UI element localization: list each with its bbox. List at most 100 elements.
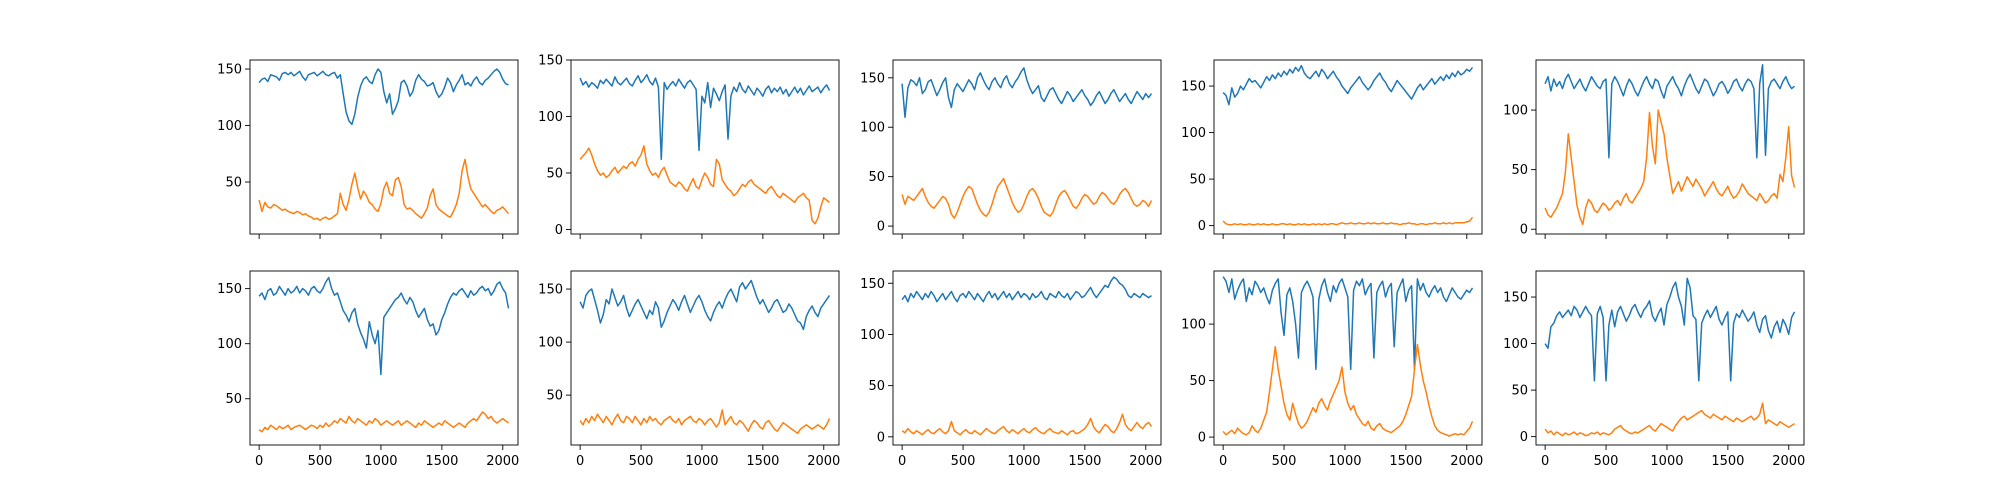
- y-tick-label: 100: [1181, 318, 1206, 333]
- axes-frame: [892, 270, 1162, 446]
- x-tick-label: 0: [898, 454, 906, 469]
- y-tick-label: 150: [538, 54, 563, 69]
- series-line-1: [1222, 64, 1474, 106]
- y-tick-label: 100: [217, 119, 242, 134]
- series-line-1: [258, 276, 510, 376]
- x-tick-label: 1500: [425, 454, 458, 469]
- y-tick-label: 50: [225, 176, 242, 191]
- axes-frame: [1535, 270, 1805, 446]
- y-tick-label: 50: [546, 389, 563, 404]
- subplot-2-3: 0 500 1000 1500 2000 0 50 100 150: [860, 270, 1162, 469]
- x-tick-label: 0: [1541, 454, 1549, 469]
- axes-frame: [892, 59, 1162, 235]
- x-tick-label: 1000: [685, 454, 718, 469]
- x-tick-label: 500: [308, 454, 333, 469]
- y-tick-label: 50: [1189, 173, 1206, 188]
- y-tick-label: 150: [1503, 291, 1528, 306]
- x-tick-label: 2000: [807, 454, 840, 469]
- series-line-1: [579, 73, 831, 161]
- x-tick-label: 2000: [1450, 454, 1483, 469]
- y-tick-label: 100: [860, 121, 885, 136]
- axes-frame: [1213, 270, 1483, 446]
- subplot-2-1: 0 500 1000 1500 2000 50 100 150: [217, 270, 519, 469]
- series-line-1: [1544, 277, 1796, 382]
- y-tick-label: 50: [1511, 384, 1528, 399]
- subplot-1-1: 50 100 150: [217, 59, 519, 239]
- x-tick-label: 1500: [1389, 454, 1422, 469]
- y-tick-label: 150: [860, 277, 885, 292]
- x-tick-label: 500: [629, 454, 654, 469]
- subplot-1-4: 0 50 100 150: [1181, 59, 1483, 239]
- series-line-2: [579, 145, 830, 225]
- x-tick-label: 2000: [1129, 454, 1162, 469]
- y-tick-label: 0: [1520, 223, 1528, 238]
- subplot-2-4: 0 500 1000 1500 2000 0 50 100: [1181, 270, 1483, 469]
- y-tick-label: 0: [555, 223, 563, 238]
- y-tick-label: 50: [225, 392, 242, 407]
- series-line-1: [1544, 64, 1795, 159]
- y-tick-label: 150: [217, 282, 242, 297]
- subplot-1-3: 0 50 100 150: [860, 59, 1162, 239]
- series-line-1: [579, 279, 831, 331]
- x-tick-label: 500: [951, 454, 976, 469]
- y-tick-label: 100: [538, 336, 563, 351]
- y-tick-label: 100: [1503, 337, 1528, 352]
- x-tick-label: 1500: [1711, 454, 1744, 469]
- x-tick-label: 0: [576, 454, 584, 469]
- x-tick-label: 1000: [364, 454, 397, 469]
- x-tick-label: 1500: [746, 454, 779, 469]
- y-tick-label: 150: [1181, 80, 1206, 95]
- series-line-1: [258, 68, 509, 126]
- x-tick-label: 1500: [1068, 454, 1101, 469]
- y-tick-label: 50: [546, 166, 563, 181]
- series-line-2: [1544, 109, 1796, 226]
- series-line-2: [1544, 402, 1795, 437]
- y-tick-label: 50: [1189, 374, 1206, 389]
- series-line-2: [1222, 343, 1474, 437]
- x-tick-label: 1000: [1007, 454, 1040, 469]
- y-tick-label: 100: [217, 337, 242, 352]
- y-tick-label: 50: [868, 379, 885, 394]
- y-tick-label: 0: [1520, 430, 1528, 445]
- axes-frame: [1213, 59, 1483, 235]
- x-tick-label: 2000: [1772, 454, 1805, 469]
- subplot-1-2: 0 50 100 150: [538, 54, 840, 239]
- y-tick-label: 150: [538, 283, 563, 298]
- x-tick-label: 1000: [1650, 454, 1683, 469]
- y-tick-label: 0: [1198, 431, 1206, 446]
- series-line-2: [901, 177, 1153, 219]
- subplot-2-2: 0 500 1000 1500 2000 50 100 150: [538, 270, 840, 469]
- y-tick-label: 150: [860, 71, 885, 86]
- axes-frame: [570, 59, 840, 235]
- series-line-2: [1222, 216, 1474, 226]
- y-tick-label: 50: [868, 170, 885, 185]
- y-tick-label: 100: [1181, 126, 1206, 141]
- subplot-1-5: 0 50 100: [1503, 59, 1805, 239]
- series-line-2: [901, 413, 1153, 436]
- x-tick-label: 500: [1594, 454, 1619, 469]
- y-tick-label: 150: [217, 63, 242, 78]
- x-tick-label: 1000: [1328, 454, 1361, 469]
- y-tick-label: 100: [1503, 104, 1528, 119]
- y-tick-label: 50: [1511, 163, 1528, 178]
- series-line-2: [258, 158, 510, 222]
- y-tick-label: 0: [1198, 219, 1206, 234]
- series-line-2: [258, 411, 509, 433]
- series-line-2: [579, 409, 831, 435]
- axes-frame: [570, 270, 840, 446]
- x-tick-label: 2000: [486, 454, 519, 469]
- x-tick-label: 0: [1219, 454, 1227, 469]
- axes-frame: [249, 59, 519, 235]
- axes-frame: [249, 270, 519, 446]
- y-tick-label: 100: [860, 328, 885, 343]
- series-line-1: [1222, 276, 1474, 371]
- x-tick-label: 0: [255, 454, 263, 469]
- series-line-1: [901, 67, 1153, 119]
- x-tick-label: 500: [1272, 454, 1297, 469]
- series-line-1: [901, 276, 1152, 303]
- axes-frame: [1535, 59, 1805, 235]
- subplot-2-5: 0 500 1000 1500 2000 0 50 100 150: [1503, 270, 1805, 469]
- y-tick-label: 100: [538, 110, 563, 125]
- y-tick-label: 0: [877, 220, 885, 235]
